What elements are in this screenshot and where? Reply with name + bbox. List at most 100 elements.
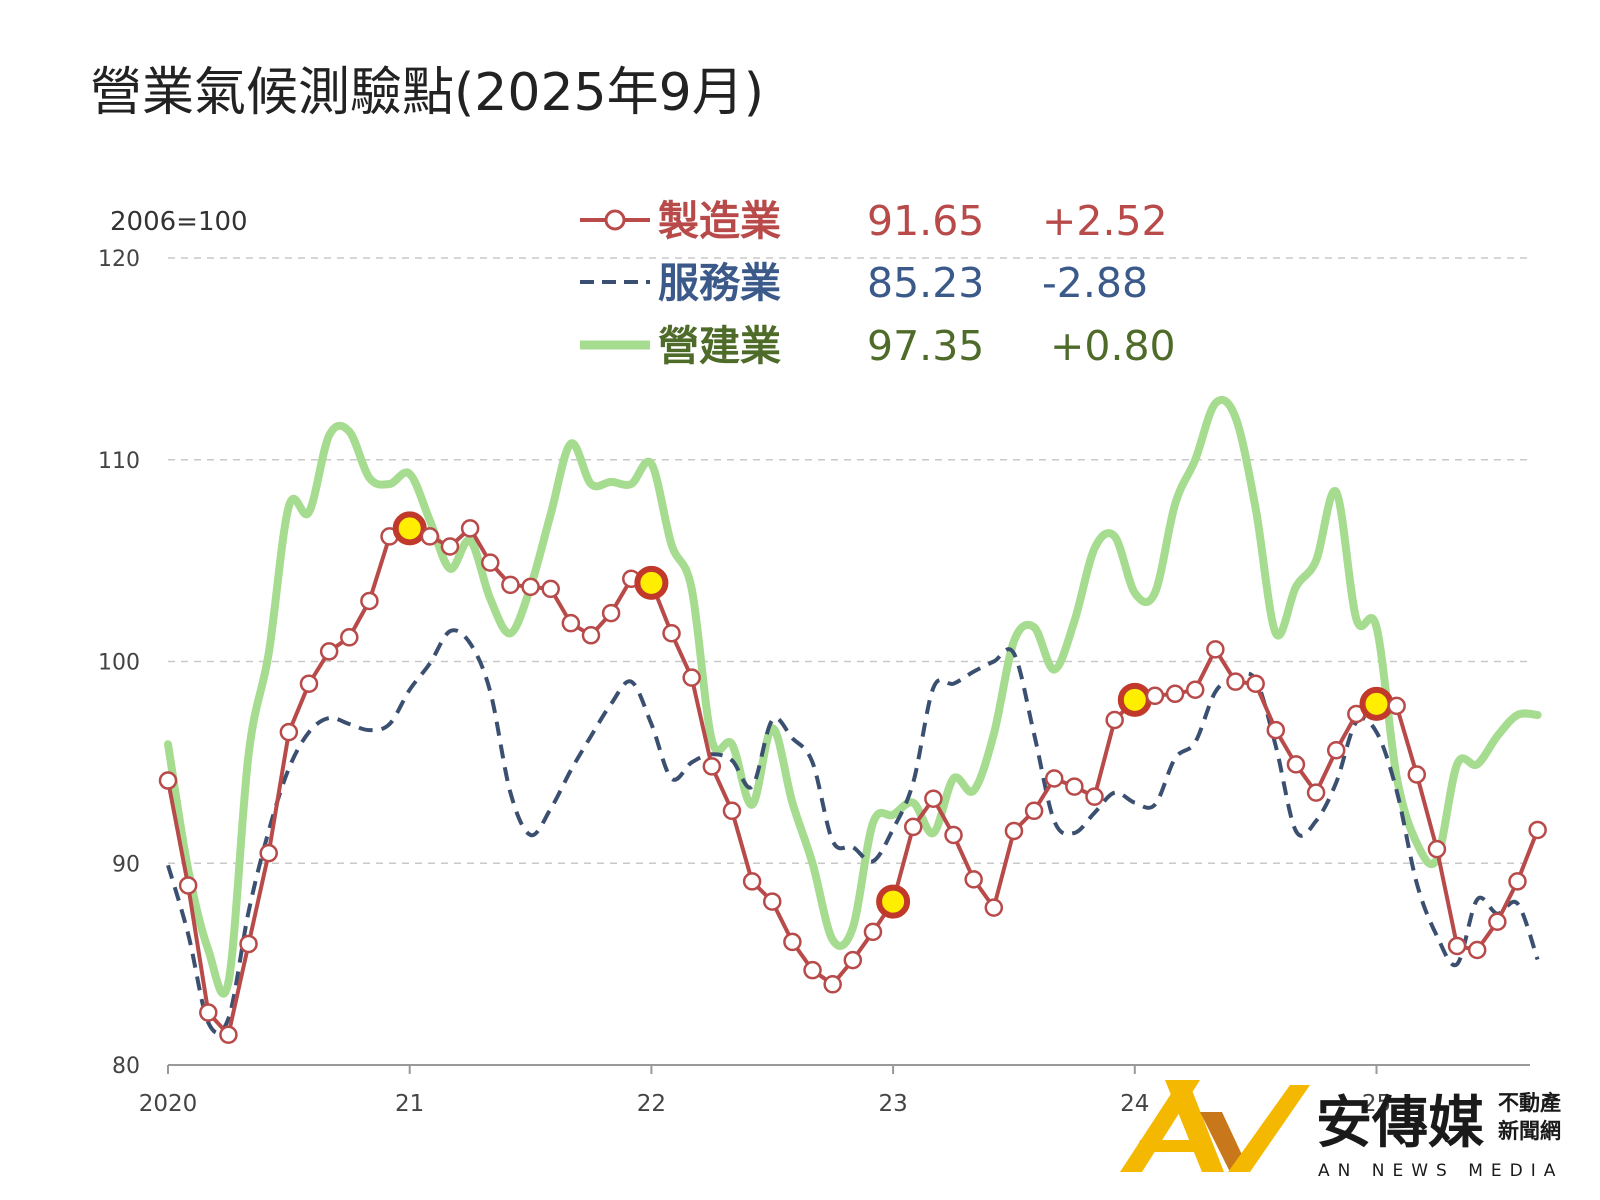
data-point (501, 575, 520, 595)
data-point (440, 537, 460, 556)
legend-change-manufacturing: +2.52 (1042, 197, 1168, 245)
data-point (1407, 765, 1427, 784)
data-point (1447, 936, 1467, 956)
legend-marker-manufacturing (604, 209, 626, 231)
brand-logo-icon (1120, 1080, 1310, 1172)
data-point (601, 603, 621, 623)
legend-value-manufacturing: 91.65 (867, 197, 984, 245)
brand-name: 安傳媒 (1316, 1091, 1485, 1156)
data-point (984, 898, 1004, 917)
data-point (783, 932, 802, 952)
data-point (1065, 777, 1084, 796)
y-tick-label: 80 (112, 1054, 140, 1079)
highlight-point (1359, 686, 1394, 721)
data-point (662, 624, 681, 643)
series-line-construction (164, 396, 1542, 998)
legend-name-construction: 營建業 (658, 322, 781, 370)
data-point (360, 591, 379, 611)
data-point (924, 789, 943, 808)
data-point (239, 934, 258, 954)
data-point (460, 519, 480, 538)
data-point (682, 668, 701, 687)
data-point (541, 579, 560, 599)
highlight-point (1117, 682, 1152, 717)
series-1 (166, 628, 1540, 1035)
legend-item-services: 服務業 85.23 -2.88 (580, 259, 1148, 307)
data-point (1004, 821, 1024, 841)
data-point (763, 892, 782, 911)
brand-sub-2: 新聞網 (1498, 1119, 1561, 1143)
legend-item-construction: 營建業 97.35 +0.80 (580, 322, 1176, 370)
data-point (158, 771, 178, 790)
data-point (481, 553, 500, 572)
data-point (1528, 820, 1547, 840)
data-point (1286, 755, 1306, 774)
data-point (420, 527, 440, 546)
data-point (1024, 801, 1044, 821)
data-point (279, 722, 299, 742)
data-point (1427, 839, 1447, 859)
brand-sub-1: 不動產 (1498, 1091, 1561, 1115)
highlight-point (392, 511, 427, 546)
legend-value-services: 85.23 (867, 259, 984, 307)
data-point (803, 960, 822, 980)
series-2 (164, 396, 1542, 998)
data-point (722, 801, 742, 821)
y-tick-label: 120 (98, 247, 140, 272)
unit-label: 2006=100 (110, 207, 248, 237)
data-point (561, 613, 581, 633)
data-point (581, 626, 601, 645)
series-0 (158, 511, 1547, 1044)
data-point (1488, 912, 1507, 932)
data-point (1266, 720, 1286, 740)
axis-layer: 80 90 100 110 120 2020 21 22 23 24 25 (98, 247, 1530, 1117)
legend-item-manufacturing: 製造業 91.65 +2.52 (580, 197, 1168, 245)
data-point (1206, 640, 1225, 659)
data-point (1105, 710, 1124, 730)
x-tick-label: 23 (878, 1091, 907, 1117)
data-point (944, 825, 963, 845)
data-point (843, 950, 863, 970)
grid-layer (168, 257, 1530, 864)
data-point (964, 870, 983, 889)
data-point (1326, 741, 1346, 760)
data-point (178, 876, 198, 895)
data-point (823, 975, 842, 994)
series-line-services (166, 628, 1540, 1035)
data-point (1306, 783, 1326, 802)
series-layer (158, 396, 1547, 1044)
legend: 製造業 91.65 +2.52 服務業 85.23 -2.88 營建業 97.3… (580, 197, 1176, 370)
data-point (521, 577, 540, 597)
legend-change-services: -2.88 (1042, 259, 1148, 307)
x-tick-label: 22 (637, 1091, 666, 1117)
data-point (1145, 686, 1165, 706)
legend-change-construction: +0.80 (1050, 322, 1176, 370)
highlight-point (634, 565, 669, 600)
x-tick-label: 2020 (139, 1091, 198, 1117)
data-point (1467, 940, 1487, 960)
data-point (219, 1025, 238, 1044)
data-point (1246, 674, 1265, 693)
data-point (340, 628, 359, 647)
data-point (199, 1003, 218, 1022)
x-tick-label: 24 (1120, 1091, 1149, 1117)
legend-value-construction: 97.35 (867, 322, 984, 370)
data-point (1185, 680, 1205, 699)
legend-name-services: 服務業 (658, 259, 781, 307)
data-point (1226, 672, 1245, 691)
brand-english: AN NEWS MEDIA (1318, 1161, 1563, 1181)
highlight-point (876, 884, 911, 919)
y-tick-label: 90 (112, 852, 140, 877)
chart-title: 營業氣候測驗點(2025年9月) (90, 63, 764, 123)
data-point (1165, 684, 1185, 704)
data-point (1044, 769, 1064, 788)
data-point (299, 674, 319, 693)
y-tick-label: 110 (98, 449, 140, 474)
data-point (863, 922, 883, 942)
y-tick-label: 100 (98, 651, 140, 676)
data-point (742, 872, 762, 891)
data-point (702, 757, 722, 776)
data-point (1508, 872, 1527, 891)
data-point (1387, 696, 1406, 716)
